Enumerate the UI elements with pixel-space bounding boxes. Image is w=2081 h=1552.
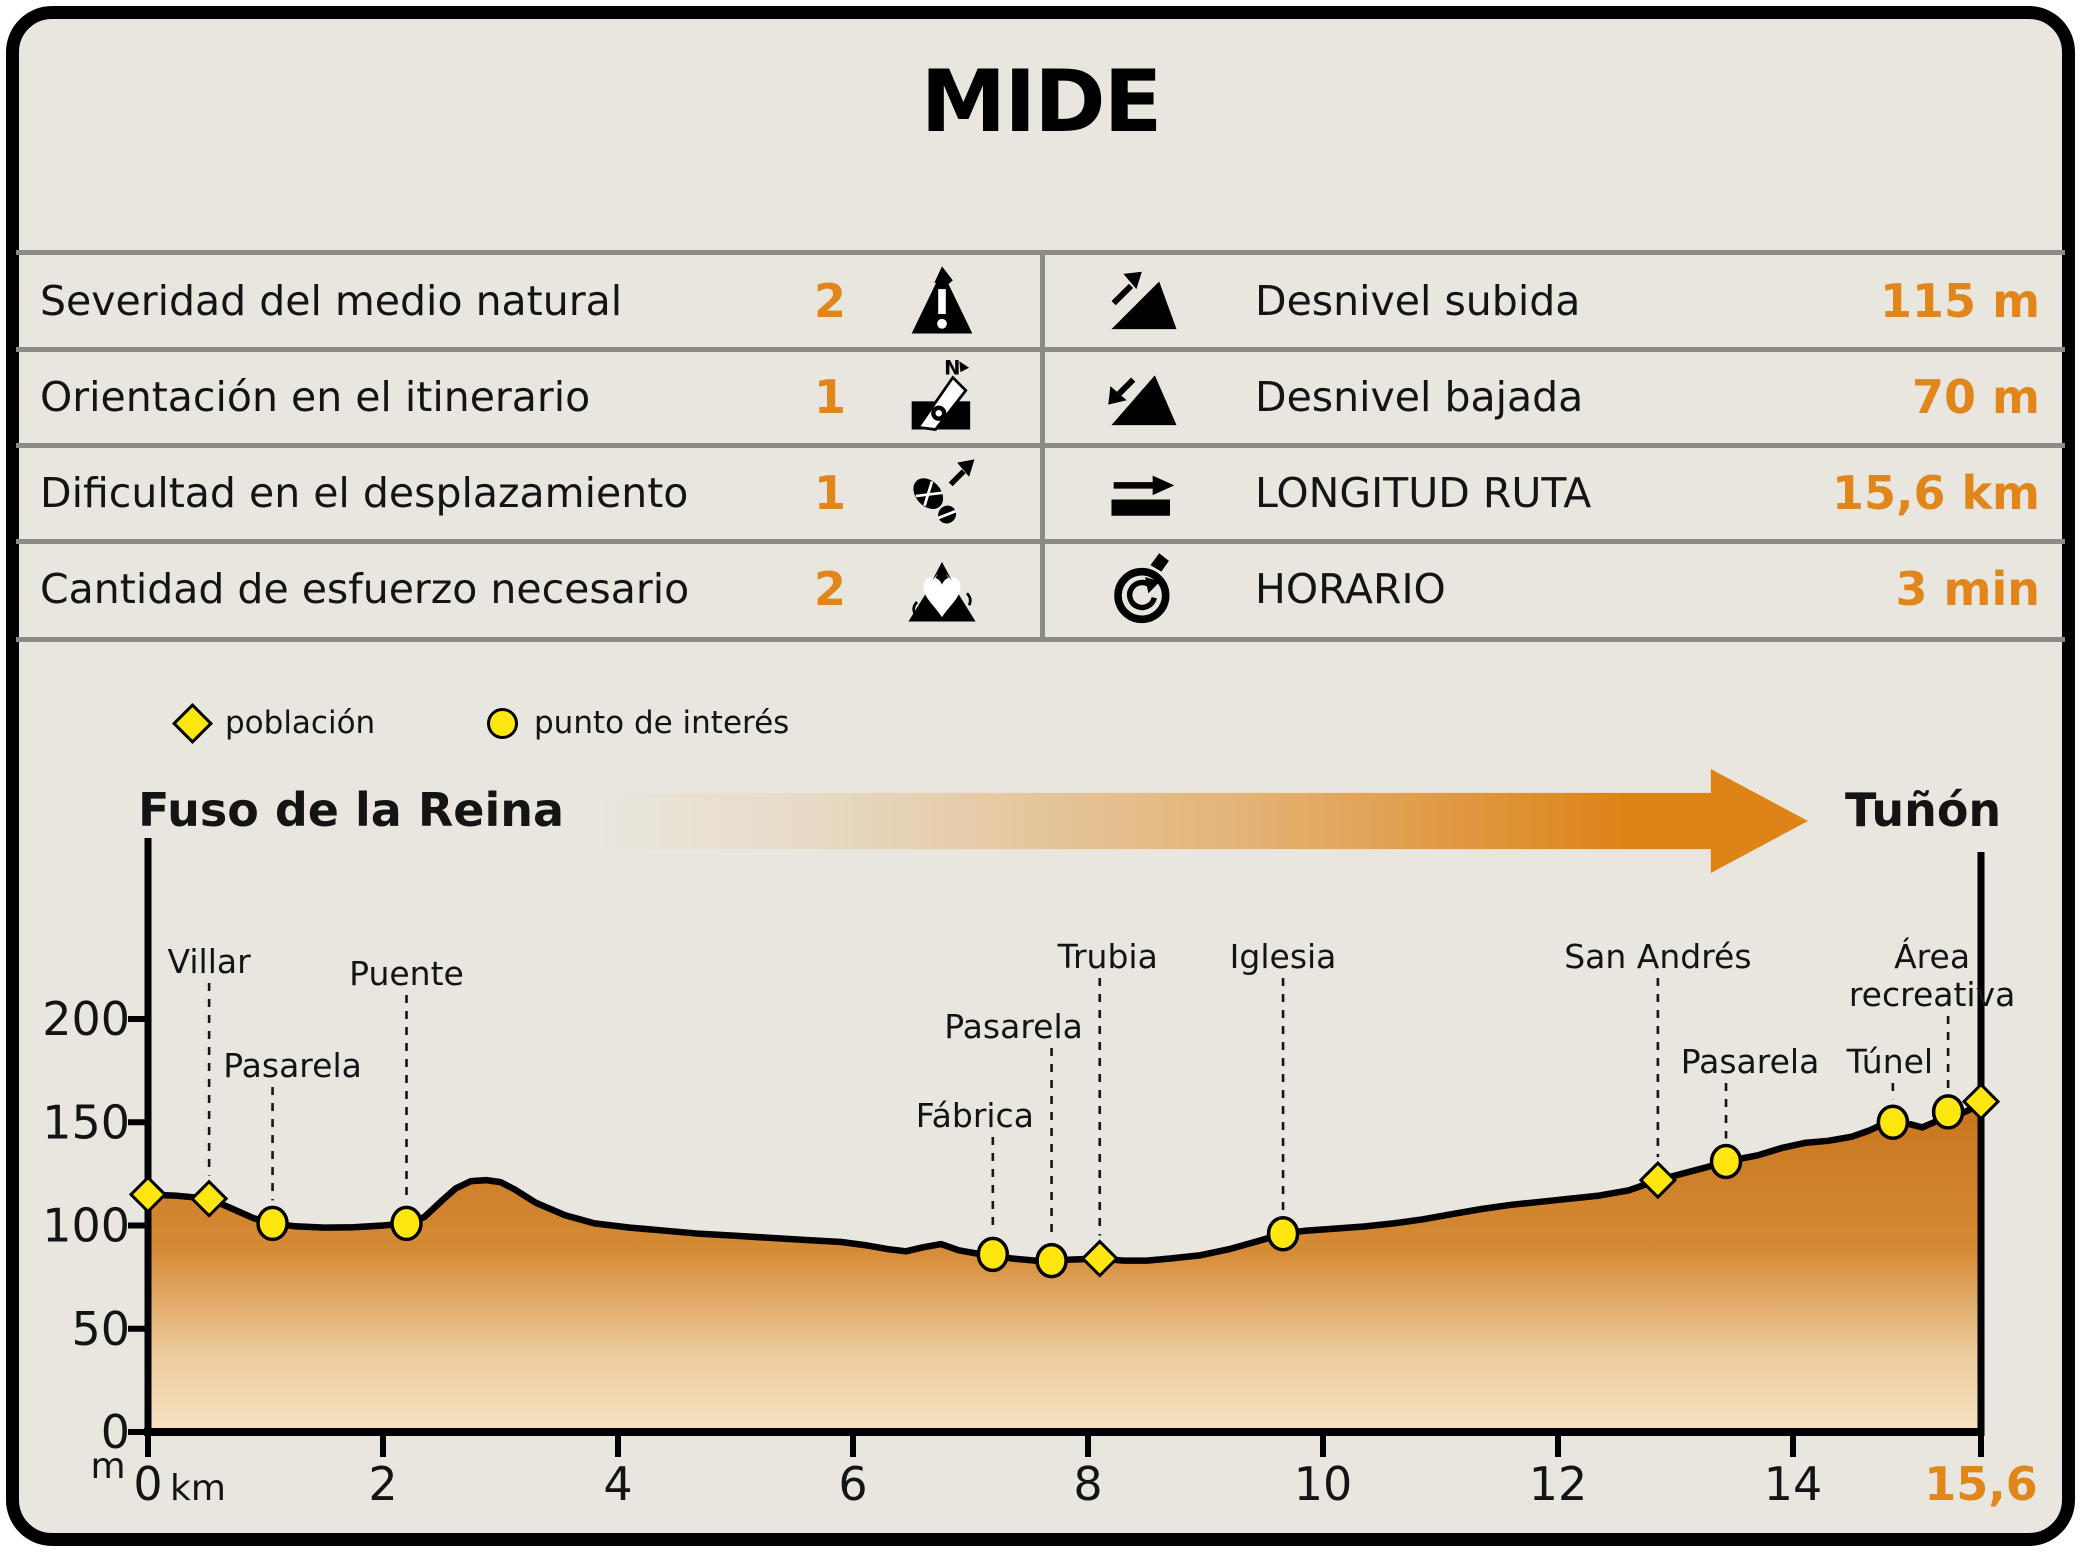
y-tick-label: 50	[71, 1302, 130, 1356]
interest-marker	[1931, 1094, 1965, 1130]
row-label-orientation: Orientación en el itinerario	[40, 373, 591, 421]
point-label: Puente	[349, 954, 464, 993]
point-label: Trubia	[1057, 937, 1158, 976]
point-label: San Andrés	[1564, 937, 1751, 976]
route-start-label: Fuso de la Reina	[138, 783, 565, 837]
point-label: Villar	[168, 942, 252, 981]
interest-marker	[976, 1236, 1010, 1273]
interest-marker	[1876, 1104, 1910, 1140]
point-label: Área	[1894, 936, 1970, 976]
table-divider	[1040, 250, 1045, 642]
row-label-difficulty: Dificultad en el desplazamiento	[40, 469, 689, 517]
x-tick-label: 6	[838, 1457, 867, 1511]
y-tick-label: 0	[101, 1405, 130, 1459]
row-label-length: LONGITUD RUTA	[1255, 469, 1592, 517]
point-label: Iglesia	[1230, 937, 1337, 976]
route-end-label: Tuñón	[1845, 783, 2002, 837]
x-tick-label: 2	[368, 1457, 397, 1511]
row-value-descent: 70 m	[1912, 370, 2040, 424]
row-label-descent: Desnivel bajada	[1255, 373, 1584, 421]
y-tick-label: 100	[42, 1199, 130, 1253]
point-label: Fábrica	[916, 1096, 1034, 1135]
population-marker	[1080, 1239, 1119, 1278]
row-value-length: 15,6 km	[1831, 466, 2040, 520]
population-marker	[1638, 1160, 1678, 1200]
row-label-effort: Cantidad de esfuerzo necesario	[40, 565, 690, 613]
interest-marker	[256, 1205, 289, 1242]
legend-item-interes: punto de interés	[487, 703, 789, 743]
row-value-orientation: 1	[813, 370, 846, 424]
row-label-severity: Severidad del medio natural	[40, 277, 623, 325]
point-label: Túnel	[1846, 1042, 1933, 1081]
row-value-time: 3 min	[1895, 562, 2040, 616]
page-title: MIDE	[920, 52, 1163, 152]
x-tick-label: 4	[603, 1457, 632, 1511]
y-tick-label: 200	[42, 992, 130, 1046]
row-value-severity: 2	[813, 274, 846, 328]
interest-marker	[390, 1205, 423, 1242]
row-value-ascent: 115 m	[1880, 274, 2040, 328]
legend-item-poblacion: población	[171, 702, 376, 744]
interest-marker	[1709, 1143, 1743, 1180]
y-tick-label: 150	[42, 1095, 130, 1149]
point-label: Pasarela	[1681, 1042, 1820, 1081]
point-label: recreativa	[1849, 975, 2016, 1014]
row-label-time: HORARIO	[1255, 565, 1446, 613]
interest-marker	[1266, 1216, 1300, 1252]
interest-marker	[1035, 1242, 1068, 1279]
x-tick-label: 10	[1294, 1457, 1353, 1511]
x-tick-label: 8	[1073, 1457, 1102, 1511]
population-marker	[189, 1179, 229, 1218]
row-value-effort: 2	[813, 562, 846, 616]
point-label: Pasarela	[944, 1007, 1083, 1046]
x-end-tick-label: 15,6	[1924, 1457, 2038, 1511]
y-axis-unit: m	[90, 1446, 125, 1487]
row-label-ascent: Desnivel subida	[1255, 277, 1581, 325]
population-marker	[128, 1175, 168, 1214]
point-label: Pasarela	[223, 1046, 362, 1085]
legend-label: punto de interés	[534, 705, 790, 741]
population-marker	[1961, 1082, 2001, 1121]
legend-label: población	[225, 705, 376, 741]
x-tick-label: 12	[1529, 1457, 1588, 1511]
row-value-difficulty: 1	[813, 466, 846, 520]
interest-circle-icon	[487, 707, 518, 739]
x-axis-unit: km	[170, 1468, 226, 1509]
x-tick-label: 0	[133, 1457, 162, 1511]
x-tick-label: 14	[1764, 1457, 1823, 1511]
